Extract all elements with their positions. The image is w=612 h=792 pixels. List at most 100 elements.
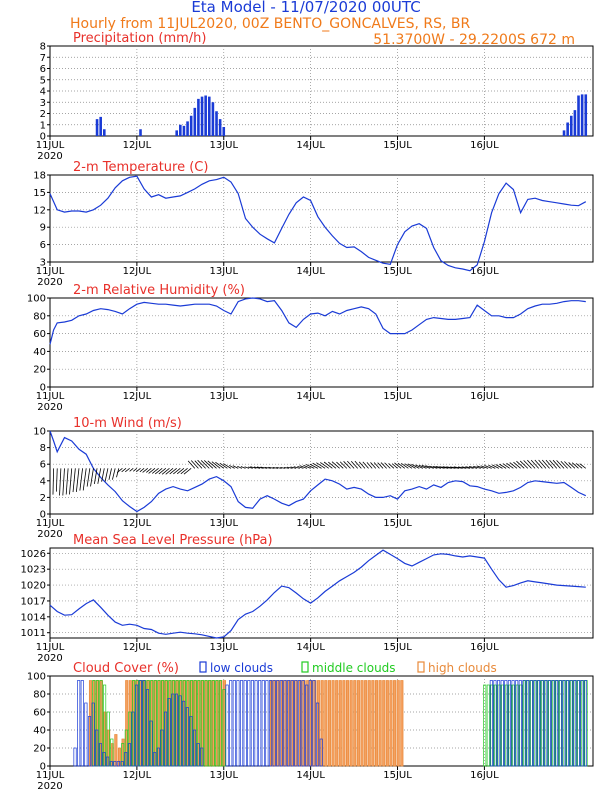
low-cloud-bar: [240, 680, 244, 767]
low-cloud-bar: [109, 761, 113, 767]
cloud-panel-title: Cloud Cover (%): [73, 661, 179, 676]
wind-barb: [366, 462, 373, 469]
cloud-ytick-label: 40: [33, 726, 46, 737]
wind-barb: [139, 468, 145, 473]
wind-barb: [435, 466, 445, 469]
low-cloud-bar: [497, 680, 501, 767]
low-cloud-bar: [189, 716, 193, 767]
wind-barb: [354, 460, 362, 469]
precip-bar: [207, 96, 211, 136]
low-cloud-bar: [554, 680, 559, 767]
wind-barb: [373, 462, 380, 469]
wind-barb: [538, 459, 547, 469]
precip-day-label: 15JUL: [383, 140, 412, 151]
mslp-series-line: [49, 549, 586, 639]
low-cloud-bar: [319, 738, 323, 767]
low-cloud-bar: [106, 756, 110, 767]
low-cloud-bar: [192, 729, 197, 767]
wind-barb: [491, 464, 500, 469]
middle-cloud-bar: [208, 680, 212, 767]
wind-barb: [421, 464, 431, 469]
low-cloud-bar: [316, 702, 320, 767]
middle-cloud-bar: [211, 680, 215, 767]
precip-day-label: 12JUL: [123, 140, 152, 151]
mslp-ytick-label: 1023: [21, 565, 46, 576]
cloud-ytick-label: 20: [33, 744, 46, 755]
precip-day-label: 13JUL: [209, 140, 238, 151]
low-cloud-bar: [507, 680, 511, 767]
wind-day-label: 11JUL: [36, 518, 65, 529]
rh-series-line: [49, 297, 586, 345]
precip-bar: [566, 122, 569, 136]
cloud-day-label: 16JUL: [470, 770, 499, 781]
temp-day-label: 13JUL: [209, 266, 238, 277]
mslp-ytick-label: 1011: [21, 628, 46, 639]
mslp-day-label: 15JUL: [383, 642, 412, 653]
low-cloud-bar: [200, 747, 204, 767]
mslp-day-label: 16JUL: [470, 642, 499, 653]
low-cloud-bar: [113, 761, 117, 767]
rh-day-label: 12JUL: [123, 391, 152, 402]
rh-frame: [49, 297, 594, 388]
wind-barb: [495, 464, 503, 469]
wind-barb: [93, 468, 98, 484]
mslp-day-label: 13JUL: [209, 642, 238, 653]
wind-barb: [309, 463, 319, 469]
wind-barb: [299, 465, 308, 469]
wind-barb: [90, 468, 94, 487]
wind-barb: [290, 466, 297, 469]
wind-barb: [240, 466, 246, 469]
wind-barb: [400, 463, 409, 469]
wind-barb: [142, 468, 148, 473]
wind-barb: [446, 466, 456, 469]
low-cloud-bar: [294, 680, 298, 767]
low-cloud-bar: [268, 680, 273, 767]
precip-bar: [95, 119, 99, 136]
precip-ytick-label: 7: [40, 53, 46, 64]
wind-barb: [116, 468, 120, 478]
wind-barb: [499, 463, 507, 469]
low-cloud-bar: [250, 680, 254, 767]
precip-day-label: 16JUL: [470, 140, 499, 151]
wind-barb: [82, 468, 87, 491]
wind-barb: [97, 468, 102, 484]
high-cloud-bar: [374, 680, 379, 767]
low-cloud-bar: [489, 680, 493, 767]
low-cloud-bar: [145, 689, 149, 767]
temp-day-label: 15JUL: [383, 266, 412, 277]
wind-barb: [232, 465, 239, 469]
low-cloud-bar: [102, 752, 106, 767]
wind-barb: [72, 468, 76, 493]
wind-ytick-label: 0: [40, 510, 46, 521]
wind-barb: [568, 462, 576, 469]
wind-barb: [161, 468, 170, 475]
wind-day-label: 14JUL: [296, 518, 325, 529]
wind-barb: [556, 460, 565, 469]
low-cloud-bar: [80, 680, 84, 767]
wind-barb: [197, 459, 206, 469]
low-cloud-bar: [171, 693, 175, 767]
wind-panel-title: 10-m Wind (m/s): [73, 416, 182, 431]
precip-bar: [204, 95, 207, 136]
wind-barb: [411, 463, 420, 469]
cloud-ytick-label: 0: [40, 762, 46, 773]
wind-barb: [523, 460, 532, 469]
wind-barb: [136, 468, 141, 473]
location-info: 51.3700W - 29.2200S 672 m: [373, 32, 575, 48]
low-cloud-bar: [84, 702, 88, 767]
cloud-day-label: 12JUL: [123, 770, 152, 781]
rh-panel-title: 2-m Relative Humidity (%): [73, 283, 245, 298]
precip-bar: [200, 96, 204, 136]
wind-barb: [516, 460, 525, 469]
wind-barb: [560, 460, 568, 469]
middle-cloud-bar: [218, 680, 222, 767]
temp-ytick-label: 12: [33, 205, 46, 216]
wind-day-label: 15JUL: [383, 518, 412, 529]
low-cloud-bar: [308, 680, 312, 767]
wind-barb: [204, 460, 214, 469]
cloud-day-label: 11JUL: [36, 770, 65, 781]
legend-label-1: middle clouds: [312, 661, 396, 675]
wind-barb: [312, 462, 322, 469]
mslp-ytick-label: 1026: [21, 549, 46, 560]
